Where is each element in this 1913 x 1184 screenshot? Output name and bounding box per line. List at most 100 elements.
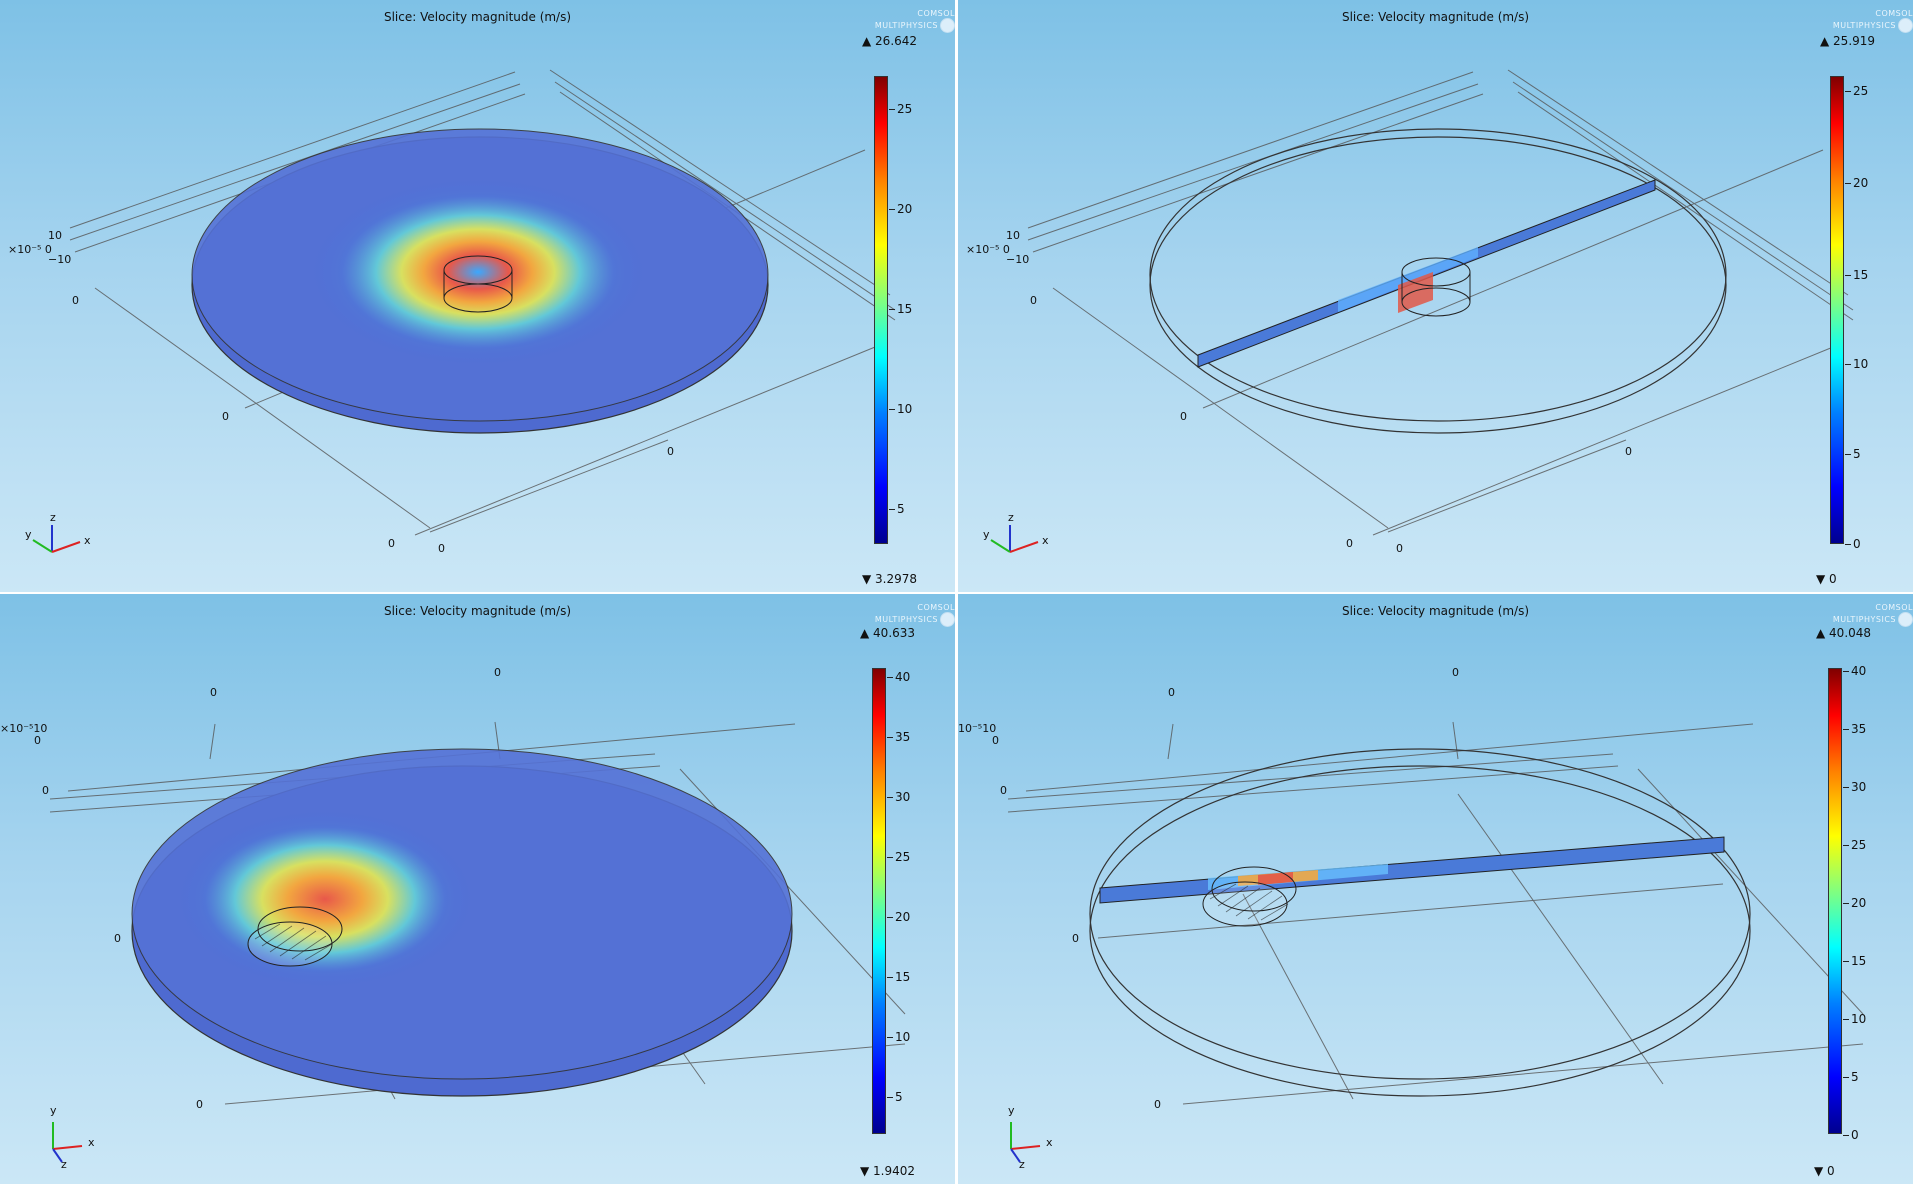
3d-scene[interactable]: [958, 594, 1913, 1184]
axis-label: 0: [494, 666, 501, 679]
3d-scene[interactable]: [958, 0, 1913, 592]
velocity-hotspot: [308, 177, 648, 367]
triad-label-z: z: [1008, 511, 1014, 524]
colorbar-max-label: ▲ 40.048: [1816, 626, 1872, 640]
disk-outline: [1149, 136, 1727, 434]
colorbar-tick: 30: [886, 790, 911, 804]
triad-label-x: x: [88, 1136, 95, 1149]
plot-title: Slice: Velocity magnitude (m/s): [1341, 604, 1530, 618]
colorbar-tick: 15: [886, 970, 911, 984]
3d-scene[interactable]: [0, 0, 955, 592]
comsol-logo: COMSOL MULTIPHYSICS: [845, 10, 955, 33]
colorbar-tick: 35: [1842, 722, 1867, 736]
axis-label: 0: [1000, 784, 1007, 797]
colorbar-min-label: ▼ 3.2978: [862, 572, 918, 586]
axis-label: ×10⁻⁵10: [0, 722, 48, 735]
colorbar-tick: 10: [886, 1030, 911, 1044]
triad-label-z: z: [61, 1158, 67, 1171]
colorbar-min-label: ▼ 0: [1816, 572, 1837, 586]
axis-label: 0: [210, 686, 217, 699]
colorbar-tick: 10: [1842, 1012, 1867, 1026]
axis-label: 0: [992, 734, 999, 747]
colorbar-tick: 40: [886, 670, 911, 684]
plot-title: Slice: Velocity magnitude (m/s): [383, 604, 572, 618]
colorbar-tick: 40: [1842, 664, 1867, 678]
velocity-hotspot: [175, 809, 475, 989]
axis-label: 0: [1168, 686, 1175, 699]
colorbar-tick: 20: [888, 202, 913, 216]
plot-panel-bottom-right[interactable]: Slice: Velocity magnitude (m/s) COMSOL MU…: [958, 594, 1913, 1184]
colorbar-tick: 35: [886, 730, 911, 744]
globe-icon: [940, 18, 955, 33]
axis-label: 0: [72, 294, 79, 307]
axis-label: ×10⁻⁵ 0: [8, 243, 52, 256]
axis-label: −10: [1006, 253, 1030, 266]
colorbar-tick: 5: [887, 1090, 903, 1104]
axis-label: 0: [388, 537, 395, 550]
triad-label-y: y: [983, 528, 990, 541]
axis-label: 0: [1072, 932, 1079, 945]
colorbar-min-label: ▼ 1.9402: [860, 1164, 916, 1178]
globe-icon: [1898, 18, 1913, 33]
axis-triad: [1010, 1122, 1041, 1163]
axis-label: 0: [1452, 666, 1459, 679]
plot-panel-bottom-left[interactable]: Slice: Velocity magnitude (m/s) COMSOL MU…: [0, 594, 955, 1184]
colorbar-min-label: ▼ 0: [1814, 1164, 1835, 1178]
axis-label: 0: [1625, 445, 1632, 458]
axis-label: 0: [1030, 294, 1037, 307]
colorbar-tick: 5: [1843, 1070, 1859, 1084]
axis-label: 0: [222, 410, 229, 423]
axis-triad: [52, 1122, 83, 1163]
colorbar-tick: 20: [1844, 176, 1869, 190]
colorbar-max-label: ▲ 40.633: [860, 626, 916, 640]
colorbar-tick: 25: [886, 850, 911, 864]
3d-scene[interactable]: [0, 594, 955, 1184]
colorbar-max-label: ▲ 25.919: [1820, 34, 1876, 48]
colorbar-tick: 30: [1842, 780, 1867, 794]
globe-icon: [940, 612, 955, 627]
axis-label: 0: [667, 445, 674, 458]
colorbar: [1830, 76, 1844, 544]
colorbar-max-label: ▲ 26.642: [862, 34, 918, 48]
axis-label: 0: [1154, 1098, 1161, 1111]
triad-label-x: x: [1046, 1136, 1053, 1149]
colorbar-tick: 20: [1842, 896, 1867, 910]
axis-label: 10: [1006, 229, 1020, 242]
colorbar-tick: 25: [1842, 838, 1867, 852]
comsol-logo: COMSOL MULTIPHYSICS: [1803, 604, 1913, 627]
axis-label: 0: [1396, 542, 1403, 555]
axis-triad: [32, 525, 81, 553]
triad-label-y: y: [50, 1104, 57, 1117]
plot-panel-top-left[interactable]: Slice: Velocity magnitude (m/s) COMSOL MU…: [0, 0, 955, 592]
axis-label: 0: [42, 784, 49, 797]
colorbar-tick: 25: [888, 102, 913, 116]
plot-panel-top-right[interactable]: Slice: Velocity magnitude (m/s) COMSOL MU…: [958, 0, 1913, 592]
axis-label: 0: [1346, 537, 1353, 550]
plot-title: Slice: Velocity magnitude (m/s): [1341, 10, 1530, 24]
axis-triad: [990, 525, 1039, 553]
colorbar: [874, 76, 888, 544]
colorbar-tick: 15: [888, 302, 913, 316]
disk-outline: [1089, 765, 1751, 1097]
triad-label-x: x: [1042, 534, 1049, 547]
axis-label: 0: [438, 542, 445, 555]
colorbar-tick: 5: [889, 502, 905, 516]
colorbar-tick: 0: [1843, 1128, 1859, 1142]
axis-label: 10: [48, 229, 62, 242]
comsol-logo: COMSOL MULTIPHYSICS: [845, 604, 955, 627]
colorbar: [872, 668, 886, 1134]
triad-label-y: y: [1008, 1104, 1015, 1117]
colorbar-tick: 15: [1844, 268, 1869, 282]
colorbar-tick: 0: [1845, 537, 1861, 551]
triad-label-y: y: [25, 528, 32, 541]
colorbar-tick: 10: [1844, 357, 1869, 371]
colorbar-tick: 20: [886, 910, 911, 924]
axis-label: −10: [48, 253, 72, 266]
axis-label: 0: [34, 734, 41, 747]
colorbar-tick: 15: [1842, 954, 1867, 968]
velocity-slice: [1099, 836, 1725, 904]
triad-label-z: z: [50, 511, 56, 524]
plot-title: Slice: Velocity magnitude (m/s): [383, 10, 572, 24]
axis-label: 0: [114, 932, 121, 945]
colorbar-tick: 5: [1845, 447, 1861, 461]
